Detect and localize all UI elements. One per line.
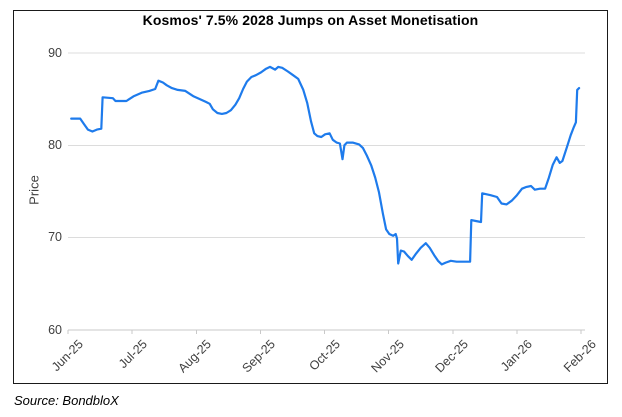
y-tick-label-80: 80 [48, 137, 62, 152]
chart-border-box [13, 10, 608, 384]
chart-title: Kosmos' 7.5% 2028 Jumps on Asset Monetis… [142, 12, 479, 28]
y-tick-label-90: 90 [48, 45, 62, 60]
y-tick-label-70: 70 [48, 230, 62, 245]
y-tick-label-60: 60 [48, 322, 62, 337]
price-line-series [70, 65, 581, 266]
source-caption: Source: BondbloX [14, 393, 119, 408]
